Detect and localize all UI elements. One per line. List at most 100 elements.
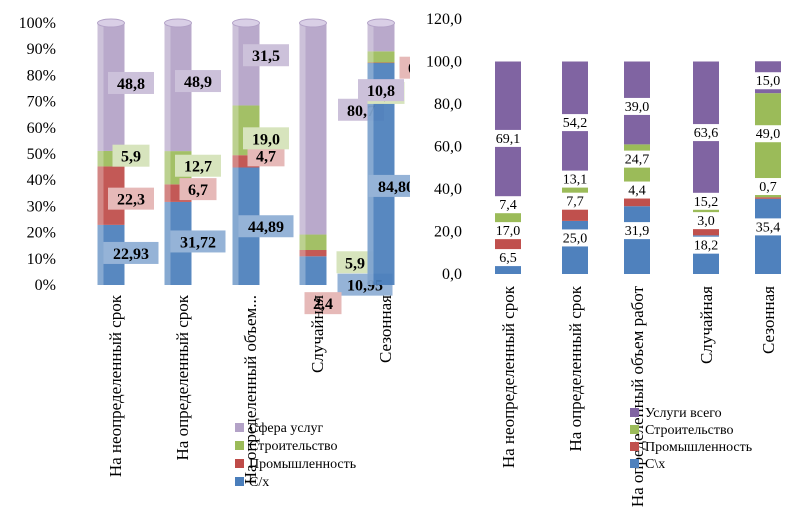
bar-highlight xyxy=(299,256,306,285)
data-label-box xyxy=(238,215,294,238)
bar-highlight xyxy=(232,105,239,156)
data-label-box xyxy=(247,144,285,167)
data-label-box xyxy=(556,229,594,247)
data-label-box xyxy=(493,196,523,214)
bar-cap xyxy=(97,18,125,28)
data-label-box xyxy=(618,222,656,240)
data-label-box xyxy=(358,79,404,102)
data-label: 44,89 xyxy=(248,219,284,236)
legend-swatch xyxy=(235,423,244,432)
data-label: 25,0 xyxy=(563,231,588,246)
bar-highlight xyxy=(97,150,104,167)
data-label-box xyxy=(489,222,527,240)
bar-highlight xyxy=(97,166,104,225)
y-tick-label: 50% xyxy=(27,146,56,163)
chart-left-percent-stacked: 0% 10% 20% 30% 40% 50% 60% 70% 80% 90% 100% 22,93 22… xyxy=(19,15,410,490)
data-label: 7,4 xyxy=(499,198,517,213)
x-tick-label-group: На определенный срок xyxy=(173,294,192,460)
y-tick-label: 0% xyxy=(35,277,56,294)
bar-highlight xyxy=(367,23,374,52)
legend-label: Услуги всего xyxy=(645,406,722,421)
data-label-box xyxy=(691,212,721,230)
data-label-box xyxy=(687,192,725,210)
data-label: 0,7 xyxy=(759,180,777,195)
y-tick-label: 20% xyxy=(27,225,56,242)
data-label-box xyxy=(112,144,150,167)
data-label: 22,93 xyxy=(113,246,149,263)
bar-cap xyxy=(232,18,260,28)
bar-segment xyxy=(755,197,781,199)
x-tick-label-group: На неопределенный срок xyxy=(106,294,125,477)
y-tick-label: 20,0 xyxy=(434,224,462,241)
data-label: 48,8 xyxy=(117,76,145,93)
bar-highlight xyxy=(299,23,306,235)
y-tick-label: 60% xyxy=(27,120,56,137)
bar-highlight xyxy=(232,155,239,168)
data-label: 31,72 xyxy=(180,234,216,251)
legend-swatch xyxy=(630,442,639,451)
y-tick-label: 100% xyxy=(19,15,56,32)
x-tick-label-group: На определенный срок xyxy=(566,285,585,451)
data-label-box xyxy=(753,178,783,196)
legend-swatch xyxy=(235,477,244,486)
data-label-box xyxy=(103,241,159,264)
y-tick-label: 10% xyxy=(27,251,56,268)
x-tick-label: На определенный объем... xyxy=(241,295,260,484)
data-label: 63,6 xyxy=(694,126,719,141)
x-tick-label: Сезонная xyxy=(759,286,778,354)
bar-segment xyxy=(299,23,327,235)
data-label: 19,0 xyxy=(252,131,280,148)
legend-label: Строительство xyxy=(249,439,337,454)
data-label-box xyxy=(336,251,374,274)
data-label: 54,2 xyxy=(563,116,588,131)
data-label: 7,7 xyxy=(566,195,584,210)
bar-highlight xyxy=(299,234,306,251)
legend-swatch xyxy=(235,441,244,450)
y-tick-label: 40% xyxy=(27,172,56,189)
y-tick-label: 100,0 xyxy=(426,54,462,71)
legend-swatch xyxy=(235,459,244,468)
legend-label: С\х xyxy=(645,457,665,472)
legend-label: Промышленность xyxy=(249,457,356,472)
bar-segment xyxy=(299,234,327,251)
y-tick-label: 90% xyxy=(27,41,56,58)
y-tick-label: 120,0 xyxy=(426,11,462,28)
data-label-box xyxy=(175,154,221,177)
bar-segment xyxy=(693,228,719,236)
bar-segment xyxy=(299,250,327,257)
bar-highlight xyxy=(299,250,306,257)
legend-swatch xyxy=(630,459,639,468)
data-label: 4,7 xyxy=(256,148,276,165)
data-label: 48,9 xyxy=(184,74,212,91)
bar-highlight xyxy=(232,167,239,285)
data-label: 12,7 xyxy=(184,159,212,176)
legend-label: Промышленность xyxy=(645,440,752,455)
chart-right-stacked: 0,0 20,0 40,0 60,0 80,0 100,0 120,0 6,5 17,0 7,4 6… xyxy=(426,11,787,507)
data-label: 13,1 xyxy=(563,173,588,188)
data-label-box xyxy=(243,127,289,150)
bar-highlight xyxy=(97,23,104,151)
legend-swatch xyxy=(630,425,639,434)
data-label-box xyxy=(170,230,226,253)
data-label: 24,7 xyxy=(625,153,650,168)
data-label-box xyxy=(108,71,154,94)
bar-highlight xyxy=(97,224,104,285)
data-label: 17,0 xyxy=(496,224,521,239)
data-label-box xyxy=(687,236,725,254)
bar-cap xyxy=(367,18,395,28)
data-label: 15,0 xyxy=(756,74,781,89)
data-label-box xyxy=(368,174,410,197)
data-label-box xyxy=(243,44,289,67)
x-tick-label-group: Случайная xyxy=(308,295,327,373)
data-label-box xyxy=(399,56,410,79)
bar-segment xyxy=(624,196,650,207)
legend-label: Строительство xyxy=(645,423,733,438)
data-label-box xyxy=(618,150,656,168)
data-label-box xyxy=(304,292,342,315)
data-label: 2,4 xyxy=(313,296,333,313)
data-label-box xyxy=(556,114,594,132)
data-label: 49,0 xyxy=(756,127,781,142)
bar-segment xyxy=(562,220,588,274)
bar-highlight xyxy=(164,23,171,152)
